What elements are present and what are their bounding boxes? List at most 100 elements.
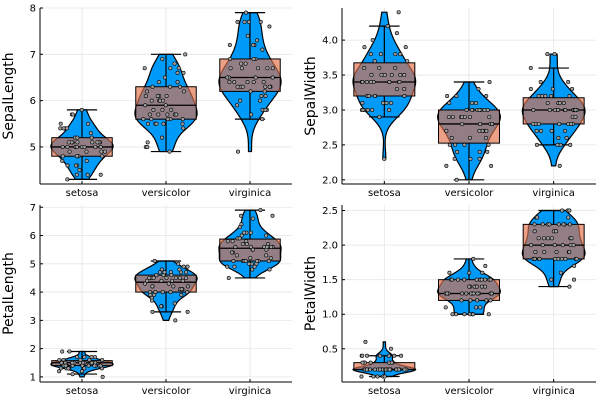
data-point [368,80,373,85]
data-point [159,135,164,140]
data-point [165,112,170,117]
data-point [165,117,170,122]
data-point [572,277,577,282]
data-point [179,292,184,297]
data-point [384,100,389,105]
data-point [360,107,365,112]
data-point [60,154,65,159]
data-point [382,374,387,379]
data-point [396,367,401,372]
data-point [382,73,387,78]
data-point [535,215,540,220]
data-point [168,290,173,295]
data-point [388,346,393,351]
data-point [73,163,78,168]
data-point [362,45,367,50]
data-point [245,80,250,85]
data-point [232,80,237,85]
data-point [74,355,79,360]
box-versicolor [438,279,500,301]
data-point [160,290,165,295]
panel-petallength: 1 2 3 4 5 6 7 setosa versicolor virginica PetalLen… [1,203,292,397]
data-point [557,121,562,126]
data-point [179,287,184,292]
data-point [239,222,244,227]
data-point [556,135,561,140]
data-point [185,309,190,314]
data-point [385,24,390,29]
data-point [447,100,452,105]
data-point [371,374,376,379]
data-point [573,114,578,119]
data-point [100,154,105,159]
y-tick-label: 1.5 [322,275,338,286]
data-point [66,366,71,371]
data-point [363,339,368,344]
data-point [567,94,572,99]
data-point [450,312,455,317]
data-point [248,230,253,235]
panel-sepallength: 5 6 7 8 setosa versicolor virginica SepalLength [1,4,292,199]
data-point [141,117,146,122]
data-point [470,107,475,112]
data-point [549,128,554,133]
data-point [569,236,574,241]
data-point [447,270,452,275]
data-point [163,103,168,108]
data-point [180,121,185,126]
data-point [397,80,402,85]
data-point [570,87,575,92]
data-point [402,87,407,92]
data-point [460,121,465,126]
data-point [61,126,66,131]
data-point [467,284,472,289]
y-tick-label: 2 [30,344,36,355]
data-point [155,94,160,99]
data-point [468,156,473,161]
data-point [552,243,557,248]
data-point [177,267,182,272]
data-point [260,47,265,52]
data-point [488,277,493,282]
data-point [232,264,237,269]
data-point [70,372,75,377]
y-tick-label: 3.5 [322,71,338,82]
data-point [464,107,469,112]
data-point [387,353,392,358]
data-point [230,239,235,244]
data-point [234,253,239,258]
data-point [171,284,176,289]
data-point [545,100,550,105]
y-axis-label: PetalLength [1,252,17,335]
data-point [490,121,495,126]
data-point [370,38,375,43]
data-point [537,256,542,261]
data-point [145,140,150,145]
data-point [100,357,105,362]
data-point [462,142,467,147]
data-point [366,94,371,99]
data-point [150,84,155,89]
data-point [79,107,84,112]
data-point [567,284,572,289]
data-point [549,277,554,282]
data-point [86,121,91,126]
data-point [75,135,80,140]
data-point [240,66,245,71]
data-point [100,374,105,379]
data-point [145,144,150,149]
data-point [549,94,554,99]
data-point [567,208,572,213]
data-point [559,256,564,261]
data-point [389,100,394,105]
data-point [398,52,403,57]
data-point [556,222,561,227]
data-point [536,94,541,99]
data-point [531,107,536,112]
data-point [66,140,71,145]
data-point [467,135,472,140]
data-point [360,353,365,358]
y-tick-label: 6 [30,96,36,107]
data-point [483,284,488,289]
